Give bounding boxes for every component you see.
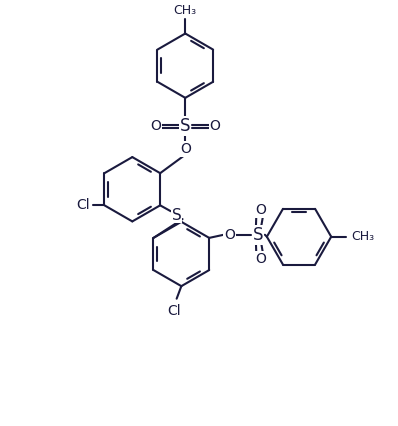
- Text: CH₃: CH₃: [174, 4, 197, 17]
- Text: O: O: [209, 119, 220, 133]
- Text: O: O: [150, 119, 161, 133]
- Text: O: O: [180, 142, 191, 156]
- Text: O: O: [256, 204, 266, 217]
- Text: Cl: Cl: [76, 199, 90, 212]
- Text: Cl: Cl: [168, 304, 181, 318]
- Text: CH₃: CH₃: [351, 230, 374, 243]
- Text: S: S: [172, 207, 181, 223]
- Text: S: S: [180, 117, 191, 135]
- Text: O: O: [224, 228, 235, 242]
- Text: S: S: [253, 226, 263, 244]
- Text: O: O: [256, 252, 266, 266]
